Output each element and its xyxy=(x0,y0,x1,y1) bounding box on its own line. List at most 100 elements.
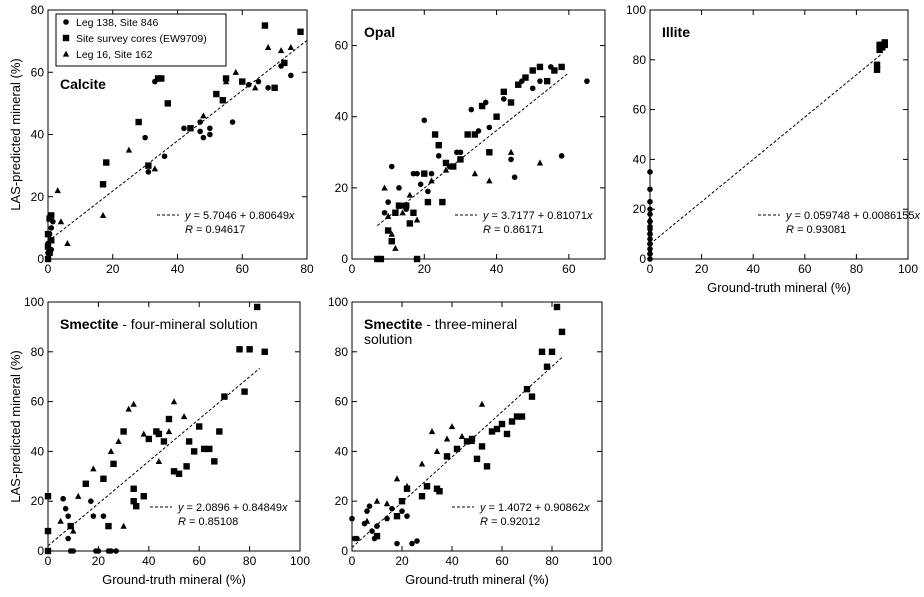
regression-line xyxy=(649,53,883,245)
data-point-square xyxy=(435,141,442,149)
data-point-square xyxy=(48,237,55,244)
data-point-square xyxy=(373,532,381,540)
data-point-circle xyxy=(647,256,653,262)
data-point-square xyxy=(175,470,183,478)
data-point-triangle xyxy=(403,482,411,489)
data-point-triangle xyxy=(646,248,654,255)
fit-r-var: R xyxy=(480,516,488,528)
x-tick-label: 0 xyxy=(45,554,52,568)
data-point-circle xyxy=(404,513,410,519)
fit-r-body: = 0.85108 xyxy=(186,516,238,528)
fit-equation: y = 0.059748 + 0.0086155x xyxy=(785,210,920,222)
data-point-square xyxy=(548,348,556,355)
data-point-triangle xyxy=(448,423,456,430)
data-point-square xyxy=(67,522,74,530)
y-tick-label: 40 xyxy=(335,444,349,458)
regression-line xyxy=(376,72,570,226)
data-point-square xyxy=(431,131,439,138)
chart-panel-2: 0 20 40 60 0 20 40 60 Opal y = 3.7177 + 0.81071x R… xyxy=(335,9,606,276)
x-tick-label: 40 xyxy=(747,262,761,276)
data-point-square xyxy=(413,255,421,263)
data-point-square xyxy=(164,100,171,107)
data-point-square xyxy=(384,227,392,234)
data-point-square xyxy=(558,63,565,71)
y-tick-label: 60 xyxy=(31,65,45,79)
data-point-triangle xyxy=(170,398,178,405)
data-point-square xyxy=(241,388,248,395)
y-tick-label: 20 xyxy=(335,181,349,195)
chart-panel-3: 0 20 40 60 80 100 0 20 40 60 80 100 Ground-truth min… xyxy=(626,3,920,295)
data-point-circle xyxy=(396,185,402,191)
data-point-square xyxy=(388,238,395,245)
data-point-circle xyxy=(364,508,370,514)
fit-r-var: R xyxy=(178,516,186,528)
x-tick-label: 80 xyxy=(850,262,864,276)
data-point-square xyxy=(158,75,165,82)
data-point-square xyxy=(464,131,471,138)
fit-y-var: y xyxy=(177,502,185,514)
data-point-square xyxy=(450,163,457,170)
data-point-square xyxy=(130,498,137,505)
data-point-square xyxy=(44,255,52,263)
data-point-square xyxy=(439,198,446,206)
fit-equation-body: = 5.7046 + 0.80649 xyxy=(191,210,289,222)
data-point-square xyxy=(281,59,288,67)
data-point-square xyxy=(44,230,52,238)
data-point-circle xyxy=(255,78,262,85)
data-point-square xyxy=(44,243,52,250)
fit-equation-body: = 0.059748 + 0.0086155 xyxy=(792,210,915,222)
fit-equation-body: = 3.7177 + 0.81071 xyxy=(489,210,587,222)
y-tick-label: 100 xyxy=(24,295,44,309)
y-tick-label: 80 xyxy=(633,53,647,67)
data-point-square xyxy=(478,443,486,450)
data-point-circle xyxy=(435,153,442,159)
data-point-circle xyxy=(108,548,114,554)
fit-x-var: x xyxy=(583,502,590,514)
fit-x-var: x xyxy=(586,210,593,222)
data-point-triangle xyxy=(388,230,395,237)
data-point-square xyxy=(513,413,521,420)
data-point-square xyxy=(155,430,163,438)
legend-entry: Leg 138, Site 846 xyxy=(76,17,158,29)
y-tick-label: 40 xyxy=(633,152,647,166)
data-point-triangle xyxy=(471,170,479,177)
data-point-square xyxy=(463,438,471,445)
fit-equation: y = 1.4072 + 0.90862x xyxy=(479,502,590,514)
data-point-circle xyxy=(142,134,148,141)
data-point-square xyxy=(105,522,112,530)
data-point-circle xyxy=(48,225,55,231)
data-point-square xyxy=(443,453,451,460)
data-point-triangle xyxy=(486,177,493,184)
data-point-square xyxy=(211,458,218,465)
data-point-circle xyxy=(394,540,400,547)
y-tick-label: 80 xyxy=(335,345,349,359)
x-tick-label: 20 xyxy=(395,554,409,568)
data-point-square xyxy=(160,438,168,445)
data-point-triangle xyxy=(433,448,441,454)
data-point-triangle xyxy=(180,413,188,420)
fit-r-var: R xyxy=(483,224,491,236)
panel-title: Illite xyxy=(662,24,690,40)
data-point-square xyxy=(145,435,152,443)
data-point-square xyxy=(395,202,403,209)
data-point-square xyxy=(553,303,561,311)
fit-y-var: y xyxy=(479,502,487,514)
y-tick-label: 60 xyxy=(633,103,647,117)
data-point-square xyxy=(873,61,881,68)
x-tick-label: 100 xyxy=(898,262,918,276)
data-point-triangle xyxy=(125,405,132,412)
data-point-triangle xyxy=(468,438,476,445)
y-tick-label: 0 xyxy=(341,544,348,558)
data-point-triangle xyxy=(90,465,97,472)
data-point-circle xyxy=(374,523,380,529)
data-point-square xyxy=(170,468,178,475)
data-point-square xyxy=(185,438,193,445)
data-point-square xyxy=(190,448,198,455)
data-point-circle xyxy=(417,181,424,188)
data-point-circle xyxy=(529,85,536,92)
data-point-square xyxy=(543,77,551,85)
y-tick-label: 40 xyxy=(31,444,45,458)
data-point-square xyxy=(246,346,253,353)
data-point-circle xyxy=(70,548,76,554)
data-point-triangle xyxy=(428,177,435,184)
